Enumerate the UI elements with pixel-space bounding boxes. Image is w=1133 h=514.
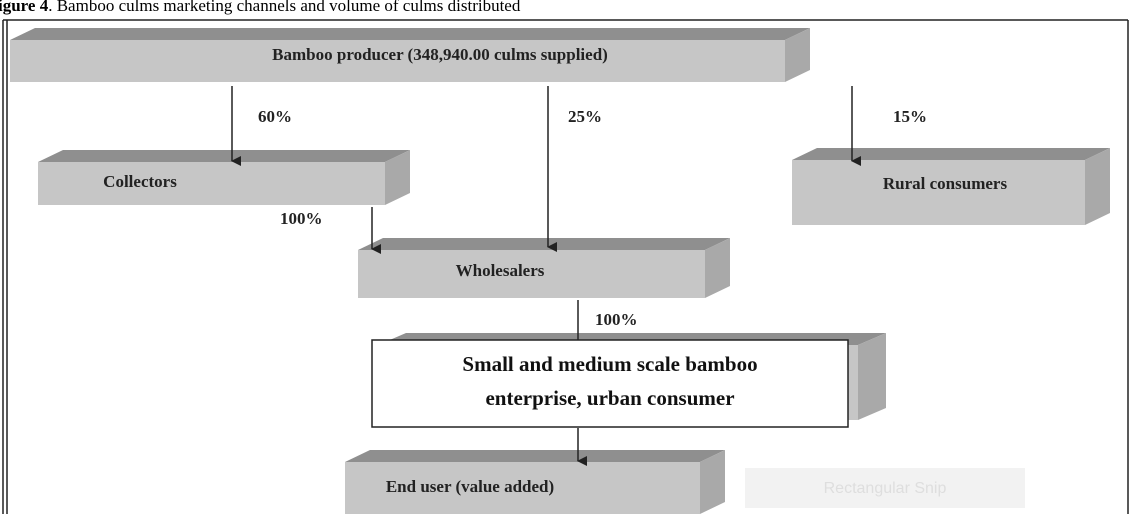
edge-label: 100% — [280, 209, 323, 228]
box-top — [345, 450, 725, 462]
watermark: Rectangular Snip — [824, 480, 947, 497]
node-label: Wholesalers — [456, 261, 545, 280]
box-side — [705, 238, 730, 298]
box-front — [345, 462, 700, 514]
box-side — [1085, 148, 1110, 225]
node-box — [371, 339, 849, 428]
box-top — [792, 148, 1110, 160]
box-top — [10, 28, 810, 40]
box-front — [358, 250, 705, 298]
edge-label: 15% — [893, 107, 927, 126]
caption: igure 4. Bamboo culms marketing channels… — [0, 0, 521, 15]
node-label: End user (value added) — [386, 477, 554, 496]
box-front — [38, 162, 385, 205]
node-label: Bamboo producer (348,940.00 culms suppli… — [272, 45, 608, 64]
box-top — [358, 238, 730, 250]
box-side — [700, 450, 725, 514]
node-label: Collectors — [103, 172, 177, 191]
arrows — [231, 86, 861, 466]
box-front — [10, 40, 785, 82]
node-label: Rural consumers — [883, 174, 1008, 193]
frame — [2, 19, 1129, 514]
box-front — [792, 160, 1085, 225]
edge-label: 25% — [568, 107, 602, 126]
box-side — [785, 28, 810, 82]
box-side — [858, 333, 886, 420]
watermark-box — [745, 468, 1025, 508]
edge-label: 100% — [595, 310, 638, 329]
box-top — [38, 150, 410, 162]
box-side — [385, 150, 410, 205]
node-label: Small and medium scale bamboo — [462, 352, 757, 376]
edge-label: 60% — [258, 107, 292, 126]
node-label: enterprise, urban consumer — [485, 386, 734, 410]
